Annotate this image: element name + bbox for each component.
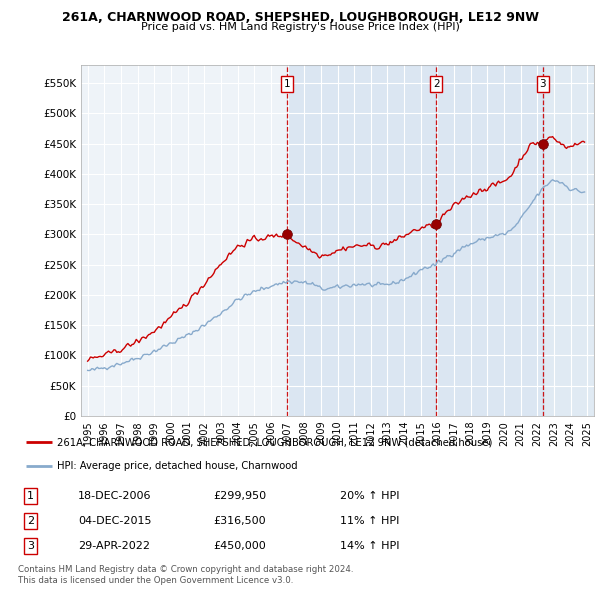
- Text: 3: 3: [539, 79, 546, 89]
- Text: 261A, CHARNWOOD ROAD, SHEPSHED, LOUGHBOROUGH, LE12 9NW: 261A, CHARNWOOD ROAD, SHEPSHED, LOUGHBOR…: [62, 11, 539, 24]
- Text: 2: 2: [27, 516, 34, 526]
- Text: Contains HM Land Registry data © Crown copyright and database right 2024.: Contains HM Land Registry data © Crown c…: [18, 565, 353, 574]
- Text: 29-APR-2022: 29-APR-2022: [78, 541, 150, 551]
- Text: 04-DEC-2015: 04-DEC-2015: [78, 516, 152, 526]
- Bar: [287, 65, 436, 416]
- Text: £316,500: £316,500: [214, 516, 266, 526]
- Text: £299,950: £299,950: [214, 491, 267, 501]
- Text: Price paid vs. HM Land Registry's House Price Index (HPI): Price paid vs. HM Land Registry's House …: [140, 22, 460, 32]
- Text: £450,000: £450,000: [214, 541, 266, 551]
- Text: 14% ↑ HPI: 14% ↑ HPI: [340, 541, 400, 551]
- Text: 261A, CHARNWOOD ROAD, SHEPSHED, LOUGHBOROUGH, LE12 9NW (detached house): 261A, CHARNWOOD ROAD, SHEPSHED, LOUGHBOR…: [57, 437, 493, 447]
- Text: This data is licensed under the Open Government Licence v3.0.: This data is licensed under the Open Gov…: [18, 576, 293, 585]
- Text: 1: 1: [27, 491, 34, 501]
- Text: HPI: Average price, detached house, Charnwood: HPI: Average price, detached house, Char…: [57, 461, 298, 471]
- Text: 2: 2: [433, 79, 439, 89]
- Text: 11% ↑ HPI: 11% ↑ HPI: [340, 516, 400, 526]
- Bar: [543, 65, 594, 416]
- Text: 18-DEC-2006: 18-DEC-2006: [78, 491, 152, 501]
- Text: 20% ↑ HPI: 20% ↑ HPI: [340, 491, 400, 501]
- Text: 3: 3: [27, 541, 34, 551]
- Text: 1: 1: [284, 79, 290, 89]
- Bar: [436, 65, 543, 416]
